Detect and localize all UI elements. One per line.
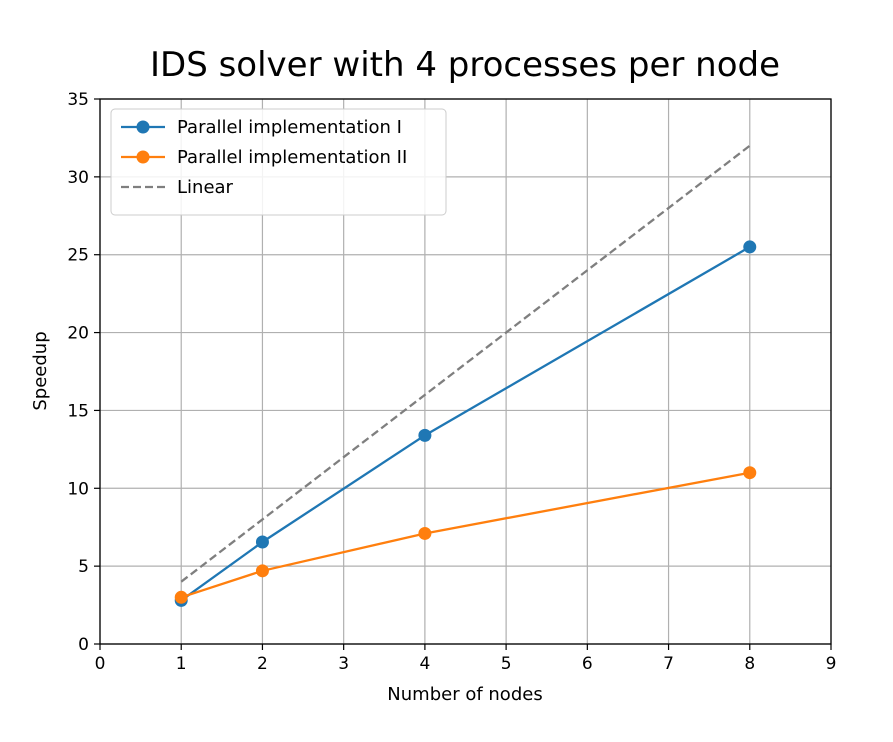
data-point-parallel-implementation-ii [743, 466, 757, 480]
y-tick-label: 0 [78, 635, 89, 655]
x-tick-label: 8 [744, 654, 755, 674]
data-point-parallel-implementation-ii [418, 526, 432, 540]
y-tick-label: 25 [67, 246, 89, 266]
legend-swatch-marker [136, 120, 150, 134]
x-tick-label: 2 [257, 654, 268, 674]
series-line-linear [180, 144, 751, 583]
plot-frame [99, 98, 832, 645]
y-tick-label: 10 [67, 479, 89, 499]
x-tick-label: 9 [826, 654, 837, 674]
x-tick-label: 6 [582, 654, 593, 674]
legend-entry-label: Linear [177, 177, 234, 198]
legend-box [110, 108, 447, 216]
legend-entry-label: Parallel implementation I [177, 117, 402, 138]
y-tick-label: 15 [67, 401, 89, 421]
x-tick-label: 4 [419, 654, 430, 674]
series-line-parallel-implementation-i [180, 245, 751, 602]
series-line-parallel-implementation-ii [180, 471, 750, 599]
series-layer [174, 144, 757, 607]
data-point-parallel-implementation-i [418, 428, 432, 442]
y-tick-label: 20 [67, 324, 89, 344]
tick-layer: 0 1 2 3 4 5 6 7 8 9 0 5 10 15 20 25 30 35 [67, 90, 836, 674]
y-tick-label: 5 [78, 557, 89, 577]
data-point-parallel-implementation-i [255, 535, 269, 549]
y-tick-label: 35 [67, 90, 89, 110]
legend-entry-label: Parallel implementation II [177, 147, 407, 168]
legend-swatch-marker [136, 150, 150, 164]
x-tick-label: 0 [95, 654, 106, 674]
x-tick-label: 7 [663, 654, 674, 674]
x-tick-label: 5 [501, 654, 512, 674]
data-point-parallel-implementation-ii [174, 590, 188, 604]
x-tick-label: 3 [338, 654, 349, 674]
data-point-parallel-implementation-ii [255, 564, 269, 578]
x-axis-label: Number of nodes [387, 684, 542, 705]
chart-title: IDS solver with 4 processes per node [150, 45, 780, 85]
data-point-parallel-implementation-i [743, 240, 757, 254]
y-tick-label: 30 [67, 168, 89, 188]
x-tick-label: 1 [176, 654, 187, 674]
y-axis-label: Speedup [30, 331, 51, 410]
legend: Parallel implementation I Parallel implem… [110, 108, 447, 216]
